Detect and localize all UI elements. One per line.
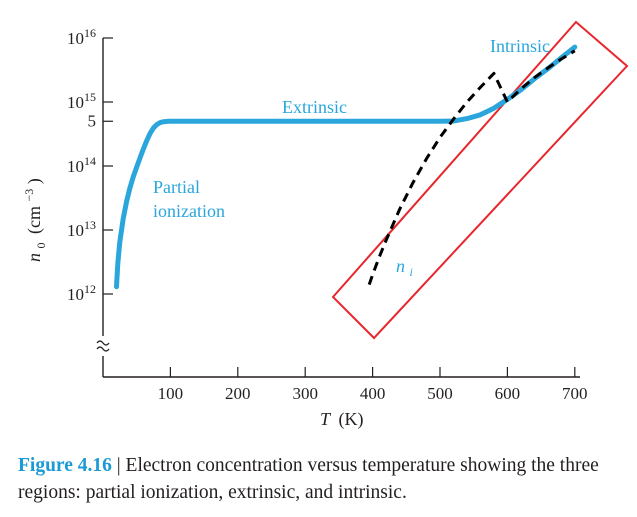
y-tick-exp: 16 [84, 26, 96, 40]
x-axis-title: T (K) [320, 409, 364, 430]
x-tick-label: 600 [495, 384, 521, 403]
y-tick-base: 10 [67, 29, 84, 48]
x-tick-label: 100 [158, 384, 184, 403]
series-n0-line [114, 44, 578, 290]
axis-break-icon [96, 340, 110, 352]
ni-label: n i [396, 256, 413, 279]
figure-caption: Figure 4.16 | Electron concentration ver… [18, 452, 628, 506]
y-tick-exp: 14 [84, 154, 96, 168]
series-ni-line [367, 49, 576, 286]
intrinsic-label: Intrinsic [490, 36, 550, 56]
x-axis-symbol: T [320, 409, 332, 429]
y-tick-base: 10 [67, 157, 84, 176]
caption-separator: | [111, 455, 126, 476]
y-tick-base: 10 [67, 93, 84, 112]
y-tick-base: 10 [67, 285, 84, 304]
y-tick-exp: 12 [84, 282, 96, 296]
caption-text: Electron concentration versus temperatur… [18, 455, 599, 503]
y-tick-label: 1013 [67, 218, 96, 240]
intrinsic-highlight-box [331, 20, 629, 340]
ni-subscript: i [410, 265, 413, 279]
y-axis-unit-open: (cm [24, 206, 45, 234]
extrinsic-label: Extrinsic [282, 97, 347, 117]
y-tick-label: 1015 [67, 90, 96, 112]
x-tick-label: 200 [225, 384, 251, 403]
y-tick-label: 1016 [67, 26, 96, 48]
partial-label-line1: Partial [153, 177, 200, 197]
y-tick-label: 1014 [67, 154, 96, 176]
y-axis-unit-exp: −3 [22, 189, 36, 202]
x-tick-label: 400 [360, 384, 386, 403]
y-tick-exp: 15 [84, 90, 96, 104]
ni-symbol: n [396, 256, 405, 276]
x-tick-label: 300 [292, 384, 318, 403]
y-axis-symbol: n [24, 253, 44, 262]
y-minor-tick-label: 5 [88, 111, 97, 130]
y-tick-base: 10 [67, 221, 84, 240]
partial-label-line2: ionization [153, 201, 225, 221]
y-axis-subscript: 0 [34, 243, 48, 249]
y-axis-unit-close: ) [24, 178, 45, 184]
partial-ionization-label: Partial ionization [153, 177, 225, 221]
y-axis-title: n 0 (cm −3 ) [17, 178, 49, 262]
x-axis-unit: (K) [339, 409, 364, 430]
y-tick-label: 1012 [67, 282, 96, 304]
x-tick-label: 700 [562, 384, 588, 403]
figure-label: Figure 4.16 [18, 455, 112, 476]
x-tick-label: 500 [427, 384, 453, 403]
y-tick-exp: 13 [84, 218, 96, 232]
